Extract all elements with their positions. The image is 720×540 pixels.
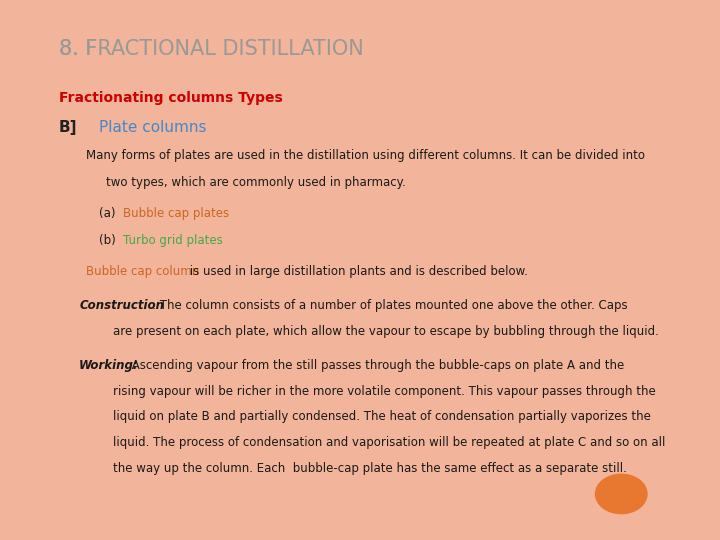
Text: Bubble cap plates: Bubble cap plates [123, 207, 229, 220]
Text: rising vapour will be richer in the more volatile component. This vapour passes : rising vapour will be richer in the more… [113, 384, 656, 397]
Text: Construction: Construction [79, 299, 164, 312]
Text: liquid. The process of condensation and vaporisation will be repeated at plate C: liquid. The process of condensation and … [113, 436, 665, 449]
Text: the way up the column. Each  bubble-cap plate has the same effect as a separate : the way up the column. Each bubble-cap p… [113, 462, 627, 475]
Text: liquid on plate B and partially condensed. The heat of condensation partially va: liquid on plate B and partially condense… [113, 410, 651, 423]
Text: Working:: Working: [79, 359, 139, 372]
Text: Many forms of plates are used in the distillation using different columns. It ca: Many forms of plates are used in the dis… [86, 149, 645, 162]
Text: 8. F: 8. F [59, 39, 97, 59]
Text: Turbo grid plates: Turbo grid plates [123, 234, 223, 247]
Text: (b): (b) [99, 234, 120, 247]
Text: Ascending vapour from the still passes through the bubble-caps on plate A and th: Ascending vapour from the still passes t… [128, 359, 624, 372]
Text: are present on each plate, which allow the vapour to escape by bubbling through : are present on each plate, which allow t… [113, 325, 659, 338]
Text: : The column consists of a number of plates mounted one above the other. Caps: : The column consists of a number of pla… [151, 299, 627, 312]
Text: 8. FRACTIONAL DISTILLATION: 8. FRACTIONAL DISTILLATION [59, 39, 364, 59]
Text: Plate columns: Plate columns [99, 120, 207, 134]
Text: two types, which are commonly used in pharmacy.: two types, which are commonly used in ph… [107, 176, 406, 189]
Text: B]: B] [59, 120, 77, 134]
Text: Bubble cap column: Bubble cap column [86, 265, 199, 278]
Text: is used in large distillation plants and is described below.: is used in large distillation plants and… [186, 265, 528, 278]
Text: Fractionating columns Types: Fractionating columns Types [59, 91, 282, 105]
Circle shape [595, 474, 647, 514]
Text: (a): (a) [99, 207, 120, 220]
